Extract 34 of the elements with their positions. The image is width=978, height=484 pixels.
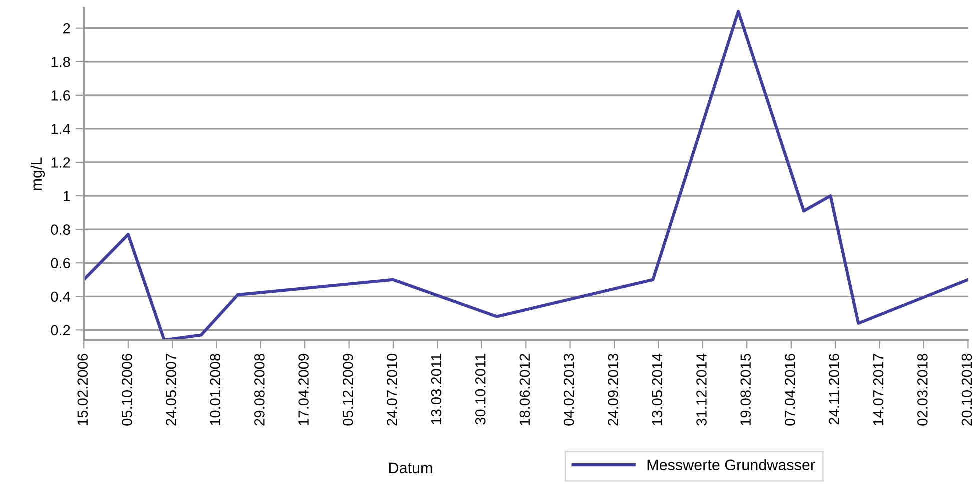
x-tick-label: 29.08.2008 — [254, 354, 265, 426]
x-tick-label: 24.11.2016 — [829, 354, 840, 425]
x-tick-label: 24.09.2013 — [608, 354, 618, 426]
y-tick-label: 0.6 — [51, 258, 70, 269]
x-tick-label: 07.04.2016 — [784, 354, 796, 426]
y-tick-label: 1 — [64, 191, 70, 202]
y-tick-label: 0.4 — [51, 292, 70, 302]
y-tick-label: 1.2 — [52, 158, 70, 168]
y-tick-label: 0.8 — [51, 224, 70, 236]
x-tick-label: 05.12.2009 — [342, 354, 354, 426]
x-tick-label: 30.10.2011 — [475, 354, 486, 425]
x-tick-label: 13.03.2011 — [431, 354, 442, 424]
x-tick-label: 19.08.2015 — [740, 354, 752, 426]
x-tick-label: 24.05.2007 — [166, 354, 176, 426]
x-tick-label: 02.03.2018 — [918, 354, 928, 426]
x-tick-label: 05.10.2006 — [122, 354, 132, 426]
y-tick-label: 2 — [64, 23, 70, 34]
x-tick-label: 24.07.2010 — [387, 354, 398, 426]
y-tick-label: 1.8 — [52, 56, 70, 68]
y-tick-label: 1.4 — [52, 124, 70, 134]
y-tick-label: 0.2 — [51, 325, 70, 336]
x-tick-label: 13.05.2014 — [652, 354, 663, 426]
x-tick-label: 18.06.2012 — [520, 354, 530, 426]
x-tick-label: 17.04.2009 — [298, 354, 309, 426]
x-tick-label: 20.10.2018 — [962, 354, 972, 426]
legend-label: Messwerte Grundwasser — [648, 459, 816, 471]
x-axis-title: Datum — [390, 462, 432, 474]
x-tick-label: 15.02.2006 — [78, 354, 88, 426]
x-tick-label: 14.07.2017 — [873, 354, 884, 426]
x-tick-label: 10.01.2008 — [210, 354, 221, 426]
y-axis-title: mg/L — [30, 158, 46, 190]
x-tick-label: 31.12.2014 — [696, 354, 707, 426]
y-tick-label: 1.6 — [52, 90, 70, 101]
x-tick-label: 04.02.2013 — [564, 354, 574, 426]
